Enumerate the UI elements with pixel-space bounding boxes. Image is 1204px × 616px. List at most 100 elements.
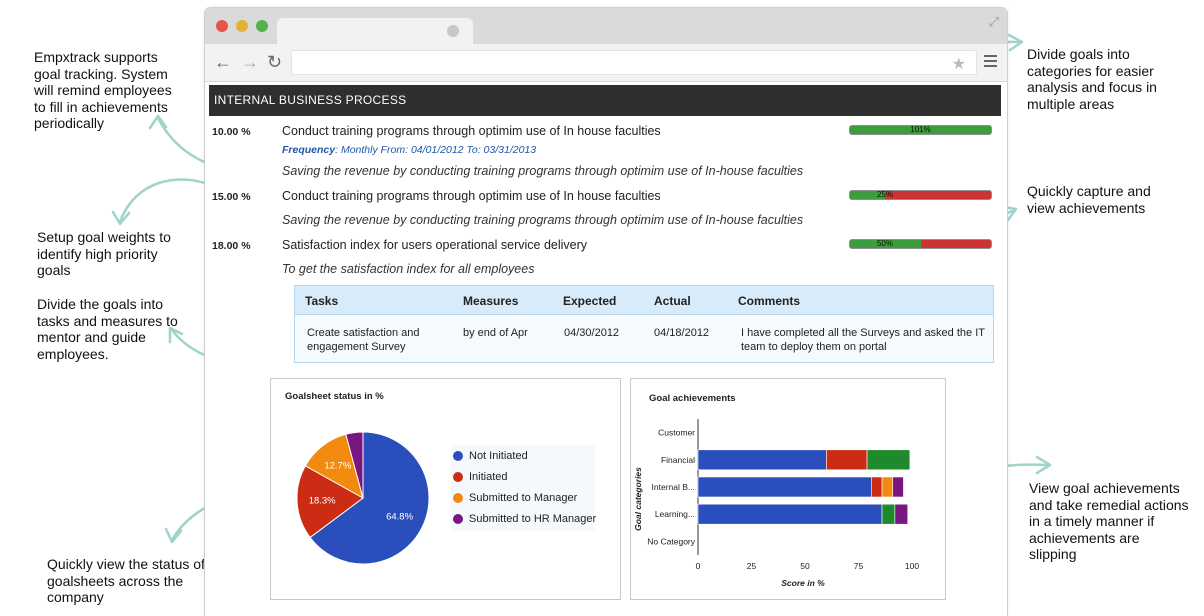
category-label: Customer xyxy=(658,428,695,438)
bar-segment[interactable] xyxy=(881,503,896,525)
column-header-expected: Expected xyxy=(563,294,617,308)
x-tick-label: 0 xyxy=(696,561,701,571)
browser-toolbar: ← → ↻ ★ xyxy=(205,44,1007,82)
task-cell: Create satisfaction and engagement Surve… xyxy=(307,327,420,353)
column-header-tasks: Tasks xyxy=(305,294,339,308)
tasks-table: Tasks Measures Expected Actual Comments … xyxy=(294,285,994,363)
goal-progress-bar[interactable]: 25% xyxy=(849,190,992,200)
column-header-measures: Measures xyxy=(463,294,519,308)
title-bar: ⤢ xyxy=(205,8,1007,45)
comment-cell: I have completed all the Surveys and ask… xyxy=(741,327,985,353)
browser-window: ⤢ ← → ↻ ★ INTERNAL BUSINESS PROCESS 10.0… xyxy=(204,7,1008,616)
legend-swatch xyxy=(453,514,463,524)
minimize-window-icon[interactable] xyxy=(236,20,248,32)
pie-slice[interactable] xyxy=(345,431,364,499)
goal-weight: 10.00 % xyxy=(212,126,251,138)
legend-label: Submitted to Manager xyxy=(469,492,578,504)
x-tick-label: 25 xyxy=(747,561,757,571)
pie-slice-label: 18.3% xyxy=(309,496,336,507)
goal-achievements-panel: Goal achievements Customer Financial Inter… xyxy=(630,378,946,600)
bar-segment[interactable] xyxy=(697,476,872,498)
goal-title[interactable]: Conduct training programs through optimi… xyxy=(282,124,661,138)
legend-swatch xyxy=(453,451,463,461)
pie-chart: 64.8% 18.3% 12.7% xyxy=(296,431,430,565)
goal-weight: 15.00 % xyxy=(212,191,251,203)
section-header: INTERNAL BUSINESS PROCESS xyxy=(209,85,1001,116)
progress-fill xyxy=(850,240,921,248)
callout-remedial: View goal achievements and take remedial… xyxy=(1029,480,1189,562)
pie-slice[interactable] xyxy=(309,431,430,565)
tab-close-icon[interactable] xyxy=(447,25,459,37)
legend-label: Initiated xyxy=(469,471,508,483)
maximize-window-icon[interactable] xyxy=(256,20,268,32)
callout-capture: Quickly capture and view achievements xyxy=(1027,183,1151,216)
bar-segment[interactable] xyxy=(892,476,904,498)
column-header-comments: Comments xyxy=(738,294,801,308)
pie-legend xyxy=(451,445,595,531)
progress-label: 50% xyxy=(876,239,893,248)
callout-categories: Divide goals into categories for easier … xyxy=(1027,46,1157,112)
pie-slice[interactable] xyxy=(296,465,364,539)
frequency-label: Frequency xyxy=(282,144,336,156)
category-label: Financial xyxy=(661,455,695,465)
pie-slice-label: 64.8% xyxy=(386,511,413,522)
goal-description: Saving the revenue by conducting trainin… xyxy=(282,213,804,227)
goalsheet-status-panel: Goalsheet status in % 64.8% 18.3% 12.7% No… xyxy=(270,378,621,600)
bar-segment[interactable] xyxy=(697,449,827,471)
legend-label: Submitted to HR Manager xyxy=(469,513,597,525)
bar-segment[interactable] xyxy=(826,449,868,471)
category-label: Internal B... xyxy=(652,482,695,492)
expected-cell: 04/30/2012 xyxy=(564,327,620,339)
frequency-value: : Monthly From: 04/01/2012 To: 03/31/201… xyxy=(335,144,537,156)
arrow-head-status xyxy=(164,527,183,544)
legend-label: Not Initiated xyxy=(469,450,528,462)
goal-weight: 18.00 % xyxy=(212,240,251,252)
fullscreen-icon[interactable]: ⤢ xyxy=(988,14,999,29)
arrow-head-categories xyxy=(1007,33,1024,52)
y-axis-label: Goal categories xyxy=(633,467,643,531)
goal-progress-bar[interactable]: 101% xyxy=(849,125,992,135)
arrow-head-remedial xyxy=(1035,455,1052,475)
back-arrow-icon[interactable]: ← xyxy=(214,52,232,72)
callout-goal-tracking: Empxtrack supports goal tracking. System… xyxy=(34,49,172,131)
callout-status-view: Quickly view the status of goalsheets ac… xyxy=(47,556,205,605)
goal-title[interactable]: Conduct training programs through optimi… xyxy=(282,189,661,203)
goal-description: Saving the revenue by conducting trainin… xyxy=(282,164,804,178)
close-window-icon[interactable] xyxy=(216,20,228,32)
x-axis-label: Score in % xyxy=(781,578,825,588)
bookmark-star-icon[interactable]: ★ xyxy=(951,56,966,73)
tasks-table-header: Tasks Measures Expected Actual Comments xyxy=(295,286,993,315)
legend-swatch xyxy=(453,493,463,503)
arrow-head-goal-weights xyxy=(111,210,131,226)
browser-menu-icon[interactable] xyxy=(984,55,997,67)
progress-fill xyxy=(850,191,886,199)
bar-chart-title: Goal achievements xyxy=(649,393,736,404)
bar-segment[interactable] xyxy=(697,503,883,525)
actual-cell: 04/18/2012 xyxy=(654,327,710,339)
goal-progress-bar[interactable]: 50% xyxy=(849,239,992,249)
pie-slice-label: 12.7% xyxy=(324,461,351,472)
bar-segment[interactable] xyxy=(866,449,911,471)
progress-fill xyxy=(850,126,991,134)
progress-label: 101% xyxy=(910,125,931,134)
bar-segment[interactable] xyxy=(871,476,883,498)
reload-icon[interactable]: ↻ xyxy=(267,52,283,72)
browser-tab[interactable] xyxy=(277,18,473,45)
x-tick-label: 75 xyxy=(854,561,864,571)
legend-swatch xyxy=(453,472,463,482)
category-label: Learning... xyxy=(655,509,695,519)
progress-label: 25% xyxy=(876,190,893,199)
bar-chart: Customer Financial Internal B... Learning..… xyxy=(633,419,919,588)
bar-segment[interactable] xyxy=(894,503,909,525)
x-tick-label: 100 xyxy=(905,561,919,571)
goal-description: To get the satisfaction index for all em… xyxy=(282,262,535,276)
callout-tasks-measures: Divide the goals into tasks and measures… xyxy=(37,296,178,362)
goal-title[interactable]: Satisfaction index for users operational… xyxy=(282,238,588,252)
callout-goal-weights: Setup goal weights to identify high prio… xyxy=(37,229,171,278)
bar-segment[interactable] xyxy=(881,476,894,498)
measure-cell: by end of Apr xyxy=(463,327,528,339)
address-bar[interactable]: ★ xyxy=(291,50,977,75)
pie-chart-title: Goalsheet status in % xyxy=(285,391,384,402)
forward-arrow-icon[interactable]: → xyxy=(241,52,259,72)
category-label: No Category xyxy=(647,536,695,546)
